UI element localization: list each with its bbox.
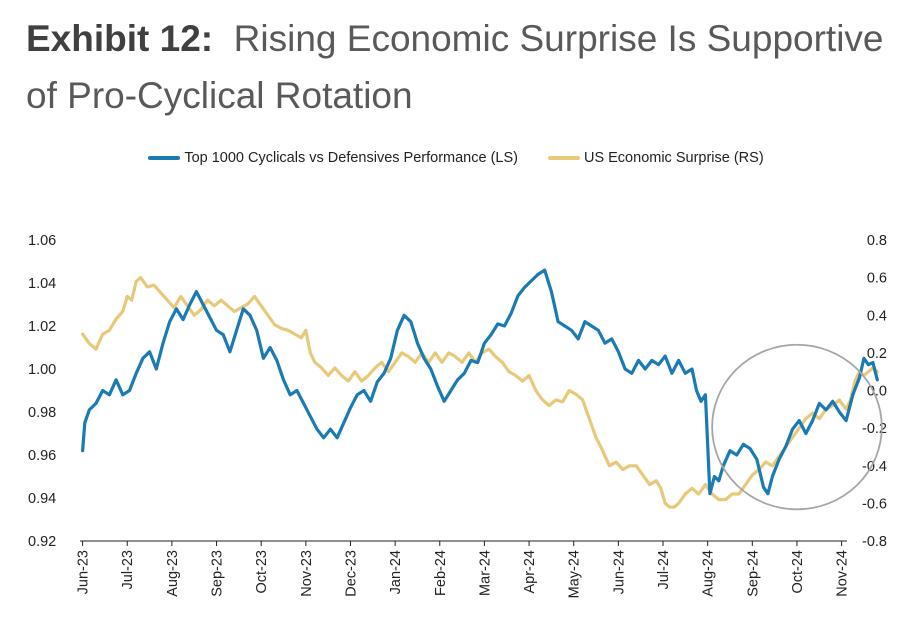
x-tick-label: Apr-24 — [522, 550, 538, 594]
x-tick-label: Sep-24 — [745, 550, 761, 597]
y-left-tick-label: 1.04 — [28, 276, 56, 292]
x-tick-label: Nov-24 — [835, 550, 851, 597]
highlight-circle — [711, 343, 883, 511]
x-tick-label: Jun-23 — [76, 550, 92, 594]
series-group — [81, 268, 879, 509]
legend-label-cyclicals: Top 1000 Cyclicals vs Defensives Perform… — [184, 150, 518, 166]
x-tick-label: Jan-24 — [388, 550, 404, 594]
y-right-tick-label: 0.8 — [867, 233, 887, 249]
x-tick-label: Sep-23 — [210, 550, 226, 597]
y-right-tick-label: 0.6 — [867, 271, 887, 287]
x-tick-label: Jun-24 — [611, 550, 627, 594]
y-right-tick-label: -0.2 — [862, 421, 887, 437]
legend-label-surprise: US Economic Surprise (RS) — [583, 150, 764, 166]
series-line-surprise — [81, 276, 879, 509]
y-left-tick-label: 1.00 — [28, 362, 56, 378]
y-right-tick-label: 0.2 — [867, 346, 887, 362]
y-right-tick-label: -0.6 — [862, 496, 887, 512]
legend-swatch-surprise — [547, 156, 580, 160]
y-left-tick-label: 0.96 — [28, 448, 56, 464]
x-tick-label: Jul-23 — [120, 550, 136, 590]
y-right-tick-label: 0.4 — [867, 308, 887, 324]
y-left-tick-label: 1.02 — [28, 319, 56, 335]
x-tick-label: Jul-24 — [656, 550, 672, 590]
legend-swatch-cyclicals — [148, 156, 181, 160]
legend: Top 1000 Cyclicals vs Defensives Perform… — [0, 150, 912, 166]
title-text: Rising Economic Surprise Is Supportive o… — [26, 18, 884, 116]
y-right-tick-label: -0.8 — [862, 534, 887, 550]
exhibit-label: Exhibit 12: — [26, 18, 214, 59]
chart-title: Exhibit 12: Rising Economic Surprise Is … — [26, 10, 896, 124]
x-tick-label: May-24 — [567, 550, 583, 598]
x-tick-label: Dec-23 — [343, 550, 359, 597]
x-tick-label: Nov-23 — [299, 550, 315, 597]
y-left-tick-label: 1.06 — [28, 233, 56, 249]
x-tick-label: Mar-24 — [477, 550, 493, 596]
series-line-cyclicals — [81, 268, 879, 496]
axes: 0.92 0.94 0.96 0.98 1.00 1.02 1.04 1.06 -0.8 -0.6… — [28, 233, 887, 598]
x-tick-label: Aug-24 — [701, 550, 717, 597]
x-tick-label: Oct-24 — [790, 550, 806, 594]
y-left-tick-label: 0.98 — [28, 405, 56, 421]
legend-item-surprise: US Economic Surprise (RS) — [547, 150, 764, 166]
x-tick-label: Aug-23 — [165, 550, 181, 597]
y-left-tick-label: 0.92 — [28, 534, 56, 550]
x-tick-label: Oct-23 — [254, 550, 270, 594]
y-left-tick-label: 0.94 — [28, 491, 56, 507]
annotation-group — [711, 343, 883, 511]
x-tick-label: Feb-24 — [433, 550, 449, 596]
legend-item-cyclicals: Top 1000 Cyclicals vs Defensives Perform… — [148, 150, 518, 166]
